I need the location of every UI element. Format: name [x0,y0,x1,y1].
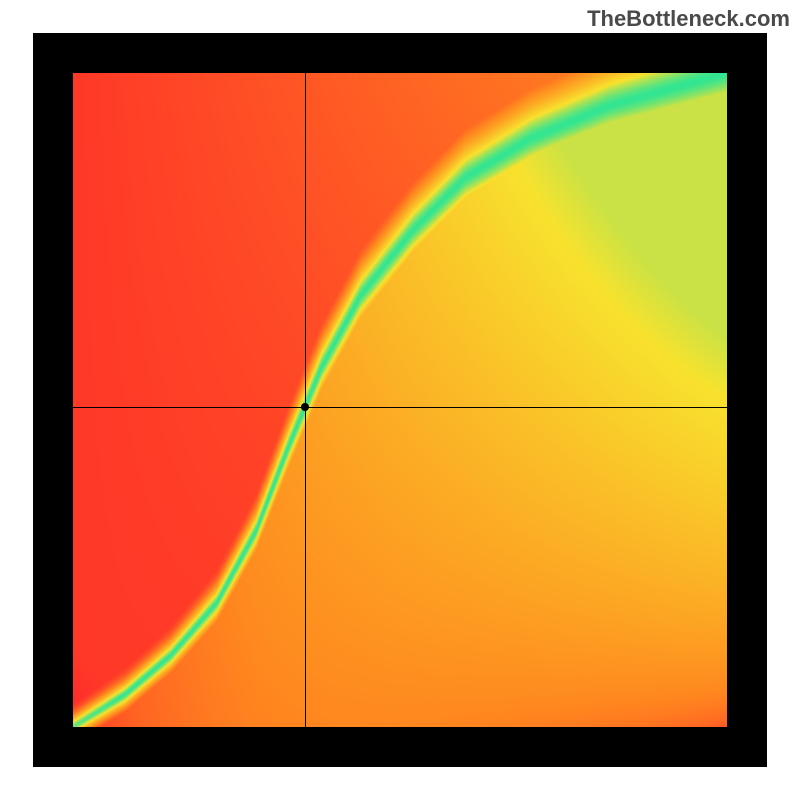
attribution-text: TheBottleneck.com [587,6,790,32]
heatmap-canvas [73,73,727,727]
plot-frame [33,33,767,767]
plot-area [73,73,727,727]
